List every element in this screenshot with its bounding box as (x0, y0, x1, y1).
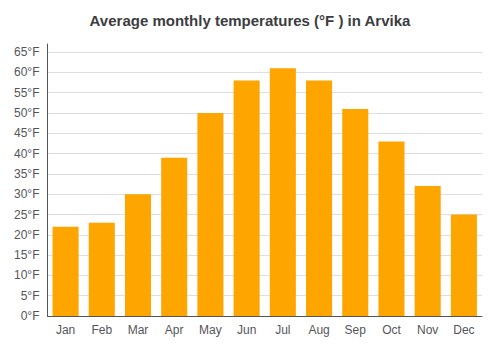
svg-text:40°F: 40°F (14, 147, 39, 161)
svg-text:15°F: 15°F (14, 248, 39, 262)
svg-text:25°F: 25°F (14, 208, 39, 222)
svg-text:Sep: Sep (345, 323, 367, 337)
svg-text:5°F: 5°F (21, 289, 40, 303)
svg-text:30°F: 30°F (14, 187, 39, 201)
svg-text:Jan: Jan (56, 323, 75, 337)
svg-text:Average monthly temperatures (: Average monthly temperatures (°F ) in Ar… (90, 12, 411, 29)
svg-text:Jun: Jun (237, 323, 256, 337)
svg-text:Apr: Apr (165, 323, 184, 337)
svg-text:45°F: 45°F (14, 126, 39, 140)
svg-text:May: May (199, 323, 222, 337)
svg-text:60°F: 60°F (14, 65, 39, 79)
svg-text:20°F: 20°F (14, 228, 39, 242)
svg-text:Jul: Jul (275, 323, 290, 337)
svg-text:Oct: Oct (382, 323, 401, 337)
svg-text:Mar: Mar (128, 323, 149, 337)
svg-text:10°F: 10°F (14, 268, 39, 282)
svg-text:50°F: 50°F (14, 106, 39, 120)
svg-text:65°F: 65°F (14, 45, 39, 59)
svg-text:55°F: 55°F (14, 86, 39, 100)
svg-text:0°F: 0°F (21, 309, 40, 323)
svg-text:Aug: Aug (308, 323, 329, 337)
svg-text:Nov: Nov (417, 323, 438, 337)
svg-text:35°F: 35°F (14, 167, 39, 181)
svg-text:Dec: Dec (453, 323, 474, 337)
svg-text:Feb: Feb (91, 323, 112, 337)
